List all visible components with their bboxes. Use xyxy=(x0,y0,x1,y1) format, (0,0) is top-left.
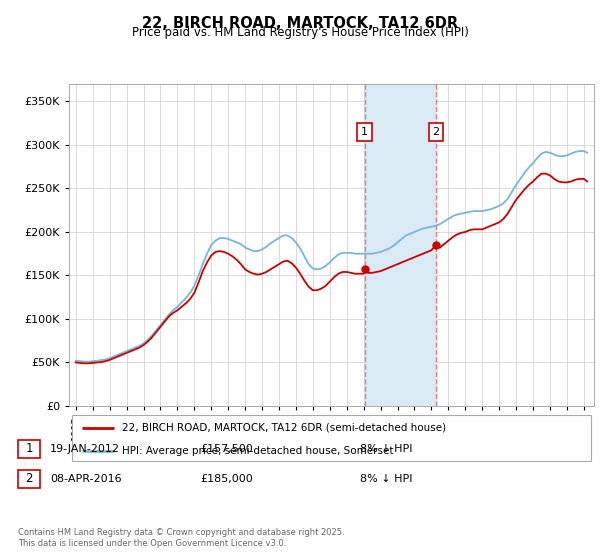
Text: Contains HM Land Registry data © Crown copyright and database right 2025.
This d: Contains HM Land Registry data © Crown c… xyxy=(18,528,344,548)
Text: £157,500: £157,500 xyxy=(200,444,253,454)
Text: 08-APR-2016: 08-APR-2016 xyxy=(50,474,122,484)
Text: 1: 1 xyxy=(361,127,368,137)
Text: 8% ↓ HPI: 8% ↓ HPI xyxy=(360,444,413,454)
Text: 19-JAN-2012: 19-JAN-2012 xyxy=(50,444,120,454)
Text: Price paid vs. HM Land Registry's House Price Index (HPI): Price paid vs. HM Land Registry's House … xyxy=(131,26,469,39)
FancyBboxPatch shape xyxy=(18,470,40,488)
Text: HPI: Average price, semi-detached house, Somerset: HPI: Average price, semi-detached house,… xyxy=(121,446,393,456)
Text: 2: 2 xyxy=(433,127,440,137)
FancyBboxPatch shape xyxy=(18,440,40,458)
Text: 2: 2 xyxy=(25,473,33,486)
Text: 1: 1 xyxy=(25,442,33,455)
Text: 22, BIRCH ROAD, MARTOCK, TA12 6DR (semi-detached house): 22, BIRCH ROAD, MARTOCK, TA12 6DR (semi-… xyxy=(121,423,446,433)
Text: 8% ↓ HPI: 8% ↓ HPI xyxy=(360,474,413,484)
Bar xyxy=(365,84,436,406)
FancyBboxPatch shape xyxy=(71,416,591,461)
Text: £185,000: £185,000 xyxy=(200,474,253,484)
Text: 22, BIRCH ROAD, MARTOCK, TA12 6DR: 22, BIRCH ROAD, MARTOCK, TA12 6DR xyxy=(142,16,458,31)
